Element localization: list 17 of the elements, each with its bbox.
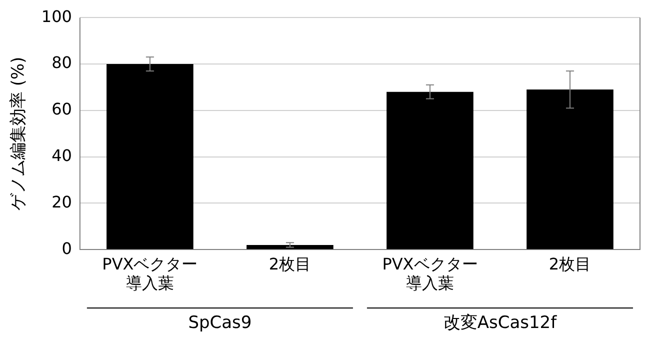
- x-tick-label: 2枚目: [268, 254, 312, 274]
- y-tick-label: 80: [52, 53, 72, 72]
- y-tick-label: 0: [62, 238, 72, 258]
- x-tick-label: PVXベクター導入葉: [382, 254, 478, 293]
- y-tick-label: 100: [41, 6, 72, 26]
- y-tick-label: 20: [52, 192, 72, 212]
- y-tick-label: 40: [52, 146, 72, 165]
- x-tick-label: PVXベクター導入葉: [102, 254, 198, 293]
- text: 改変AsCas12f: [443, 312, 558, 333]
- text: SpCas9: [188, 312, 252, 333]
- bar: [526, 90, 614, 250]
- y-tick-label: 60: [52, 100, 72, 119]
- bar: [386, 92, 474, 250]
- bar: [246, 244, 334, 250]
- x-tick-label: 2枚目: [548, 254, 592, 274]
- y-axis-title: ゲノム編集効率 (%): [8, 56, 29, 211]
- bar: [106, 64, 194, 250]
